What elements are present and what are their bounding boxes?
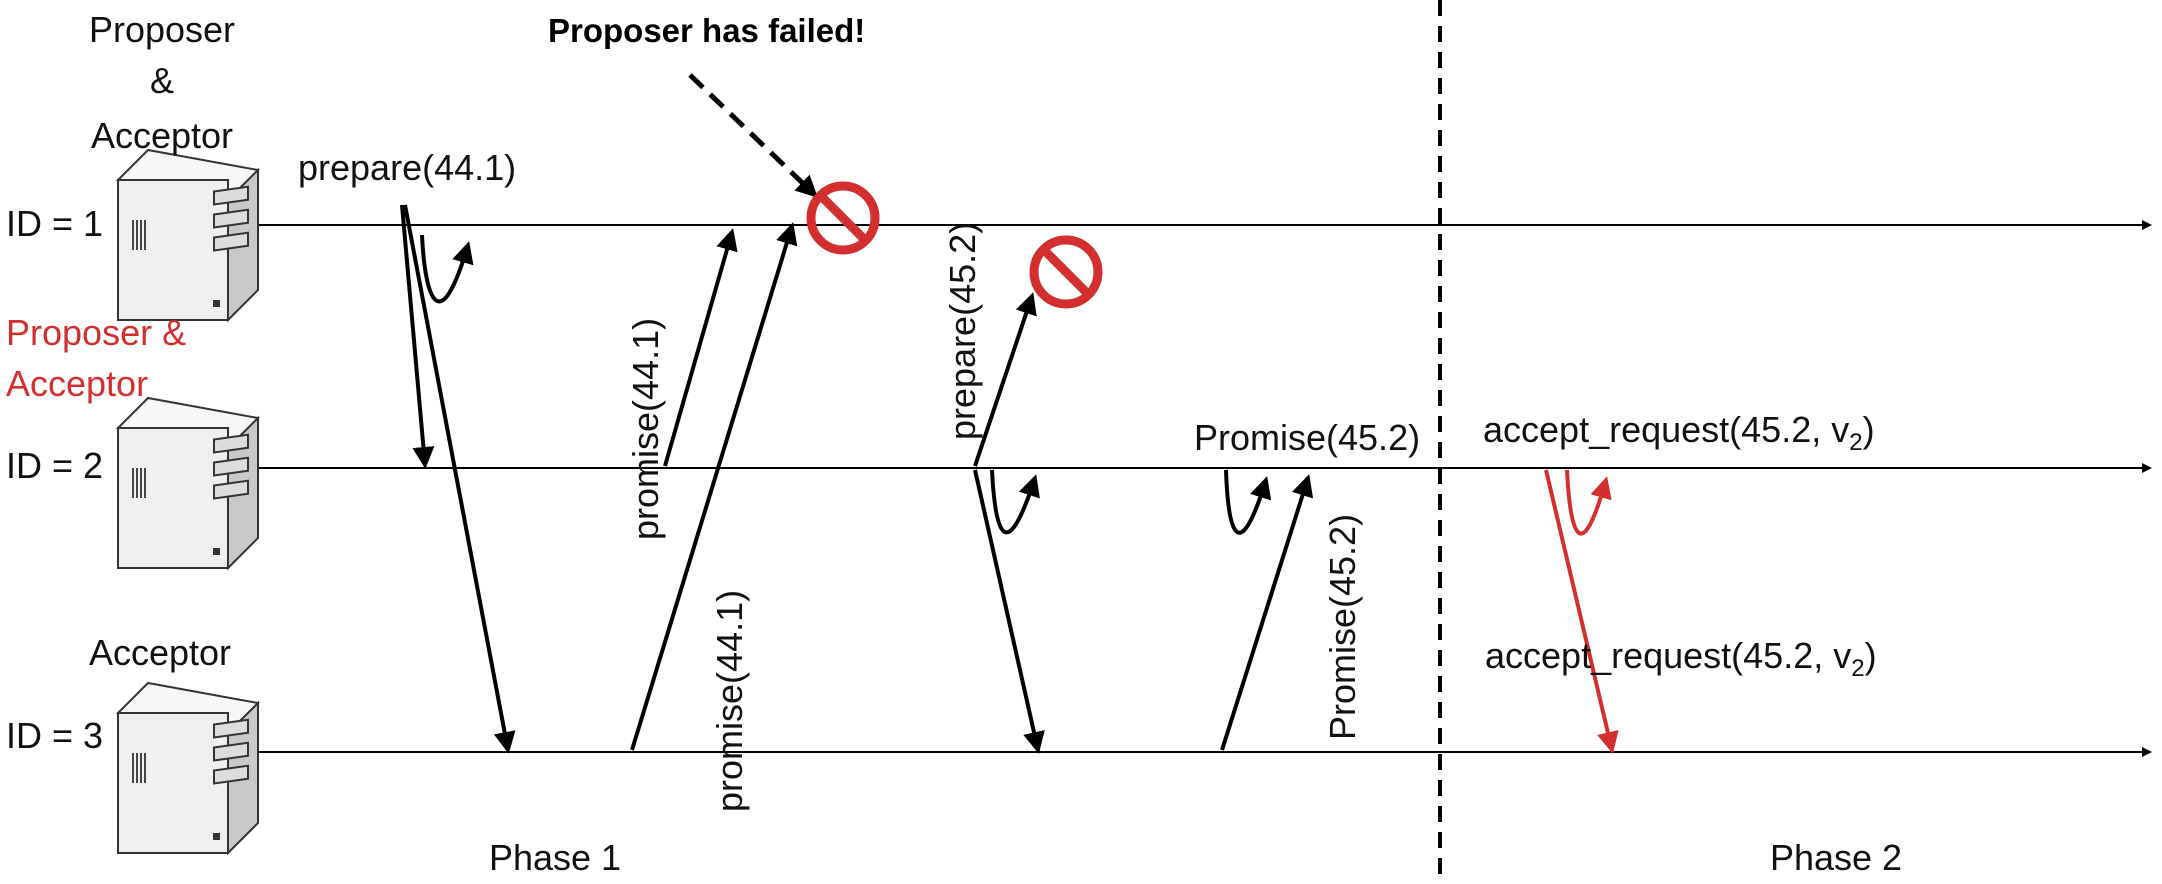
- node-2-role-line2: Acceptor: [6, 363, 148, 404]
- server-icon-node-2: [117, 397, 259, 569]
- rejected-message-icon: [1034, 240, 1098, 304]
- arrow-accept-request-self: [1565, 469, 1612, 536]
- arrow-prepare-441-to-2: [400, 204, 435, 469]
- arrow-accept-request-to-3: [1544, 469, 1619, 754]
- failure-callout-arrow: [688, 73, 818, 198]
- server-icon-node-1: [117, 149, 259, 321]
- node-3-id-label: ID = 3: [6, 715, 103, 756]
- msg-accept-request-b: accept_request(45.2, v2): [1485, 635, 1877, 682]
- node-2-role-line1: Proposer &: [6, 312, 186, 353]
- arrow-promise-441-from-2: [663, 228, 738, 467]
- msg-promise-441-a: promise(44.1): [625, 318, 666, 540]
- node-1-role-line2: &: [150, 60, 174, 101]
- server-icon-node-3: [117, 682, 259, 854]
- node-1-role-line1: Proposer: [89, 9, 235, 50]
- phase-2-label: Phase 2: [1770, 837, 1902, 878]
- msg-prepare-452: prepare(45.2): [942, 222, 983, 440]
- arrow-promise-441-from-3: [630, 222, 798, 751]
- node-1-role-line3: Acceptor: [91, 115, 233, 156]
- arrow-prepare-452-self: [990, 469, 1040, 535]
- node-3-role-line1: Acceptor: [89, 632, 231, 673]
- msg-accept-request-a: accept_request(45.2, v2): [1483, 409, 1875, 456]
- phase-1-label: Phase 1: [489, 837, 621, 878]
- msg-promise-452-a: Promise(45.2): [1194, 417, 1420, 458]
- arrow-prepare-441-self: [420, 234, 474, 304]
- arrow-promise-452-from-3: [1220, 474, 1314, 751]
- arrow-prepare-441-to-3: [403, 204, 516, 754]
- msg-promise-441-b: promise(44.1): [709, 590, 750, 812]
- msg-promise-452-b: Promise(45.2): [1322, 514, 1363, 740]
- arrow-promise-452-self: [1224, 469, 1272, 535]
- node-1-id-label: ID = 1: [6, 203, 103, 244]
- arrow-prepare-452-to-1: [973, 292, 1037, 467]
- failed-node-icon: [811, 186, 875, 250]
- msg-prepare-441: prepare(44.1): [298, 147, 516, 188]
- node-2-id-label: ID = 2: [6, 445, 103, 486]
- failure-callout: Proposer has failed!: [548, 12, 865, 49]
- arrow-prepare-452-to-3: [973, 469, 1045, 754]
